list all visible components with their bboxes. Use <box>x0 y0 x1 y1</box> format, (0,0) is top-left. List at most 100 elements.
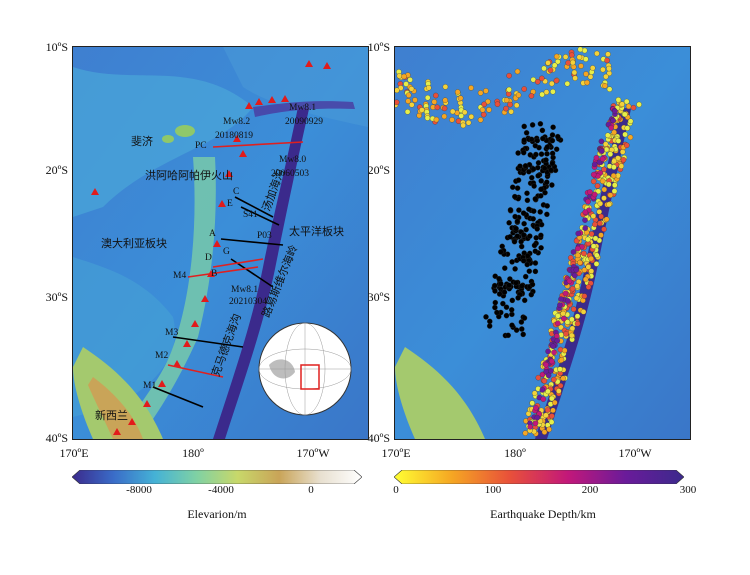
lat-label-30s: 30ºS <box>45 290 68 304</box>
earthquake-dot <box>492 299 499 306</box>
earthquake-dot <box>610 172 617 179</box>
lon-label-180: 180º <box>182 446 204 460</box>
earthquake-dot <box>543 157 549 163</box>
earthquake-dot <box>520 232 527 238</box>
earthquake-dot <box>575 230 581 237</box>
profile-label-a: A <box>209 229 216 239</box>
earthquake-dot <box>557 366 563 372</box>
earthquake-dot <box>607 192 614 198</box>
earthquake-dot <box>506 282 512 288</box>
earthquake-dot <box>425 85 432 91</box>
earthquake-dot <box>405 92 412 98</box>
earthquake-dot <box>585 284 592 290</box>
earthquake-dot <box>526 268 533 274</box>
earthquake-dot <box>515 150 521 156</box>
earthquake-dot <box>607 151 614 157</box>
earthquake-dot <box>524 261 530 268</box>
earthquake-dot <box>404 109 411 115</box>
earthquake-dot <box>539 91 545 98</box>
earthquake-dot <box>395 87 400 94</box>
earthquake-dot <box>524 190 530 196</box>
earthquake-dot <box>550 124 556 130</box>
earthquake-dot <box>583 71 589 77</box>
earthquake-dot <box>502 265 508 271</box>
earthquake-dot <box>537 121 544 127</box>
earthquake-dot <box>622 111 628 118</box>
profile-label-b: B <box>211 269 218 279</box>
earthquake-dot <box>554 333 560 339</box>
elevation-tick-0: -8000 <box>126 484 152 496</box>
earthquake-dot <box>549 132 556 138</box>
earthquake-dot <box>496 275 502 282</box>
earthquake-dot <box>483 314 489 320</box>
earthquake-dot <box>562 54 569 60</box>
seismicity-svg <box>395 47 690 439</box>
event-mag-1: Mw8.1 <box>289 103 317 113</box>
earthquake-dot <box>442 97 448 103</box>
earthquake-dot <box>547 67 554 73</box>
earthquake-dot <box>553 53 560 60</box>
label-hunga: 洪阿哈阿帕伊火山 <box>145 169 233 182</box>
event-date-1: 20090929 <box>285 117 323 127</box>
earthquake-dot <box>513 225 519 232</box>
event-mag-0: Mw8.2 <box>223 117 251 127</box>
earthquake-dot <box>555 313 561 319</box>
earthquake-dot <box>468 113 475 120</box>
earthquake-dot <box>500 300 506 307</box>
earthquake-dot <box>544 407 551 413</box>
earthquake-dot <box>509 297 516 304</box>
event-date-2: 20060503 <box>271 169 309 179</box>
earthquake-dot <box>636 101 642 108</box>
earthquake-dot <box>521 297 528 304</box>
earthquake-dot <box>590 243 597 249</box>
earthquake-dot <box>550 88 556 95</box>
earthquake-dot <box>521 123 527 130</box>
earthquake-dot <box>570 306 577 312</box>
earthquake-dot <box>433 116 440 123</box>
elevation-colorbar <box>72 470 362 484</box>
earthquake-dot <box>551 376 557 383</box>
earthquake-dot <box>591 191 598 198</box>
earthquake-dot <box>571 69 578 76</box>
depth-tick-3: 300 <box>679 484 697 496</box>
earthquake-dot <box>533 151 539 158</box>
depth-colorbar-title: Earthquake Depth/km <box>490 507 596 521</box>
lat-label-40s-right: 40ºS <box>367 431 390 445</box>
earthquake-dot <box>585 236 591 243</box>
earthquake-dot <box>594 252 600 259</box>
earthquake-dot <box>549 358 555 365</box>
earthquake-dot <box>461 109 468 116</box>
earthquake-dot <box>515 177 522 183</box>
earthquake-dot <box>509 184 516 190</box>
earthquake-dot <box>558 324 564 331</box>
earthquake-dot <box>593 155 600 161</box>
earthquake-dot <box>505 332 511 339</box>
earthquake-dot <box>589 65 596 71</box>
earthquake-dot <box>598 232 604 238</box>
earthquake-dot <box>577 259 583 266</box>
earthquake-dot <box>527 424 533 430</box>
earthquake-dot <box>604 57 610 64</box>
earthquake-dot <box>549 413 555 419</box>
earthquake-dot <box>562 290 569 297</box>
earthquake-dot <box>535 173 541 179</box>
earthquake-dot <box>512 193 518 200</box>
earthquake-dot <box>560 375 566 382</box>
earthquake-dot <box>454 89 461 95</box>
earthquake-dot <box>594 50 600 57</box>
earthquake-dot <box>606 65 612 72</box>
earthquake-dot <box>582 209 589 215</box>
earthquake-dot <box>588 231 595 237</box>
profile-label-m2: M2 <box>155 351 169 361</box>
earthquake-dot <box>564 319 571 325</box>
earthquake-dot <box>569 52 575 58</box>
earthquake-dot <box>424 115 431 121</box>
earthquake-dot <box>442 84 449 90</box>
earthquake-dot <box>592 235 599 242</box>
earthquake-dot <box>538 151 545 157</box>
earthquake-dot <box>597 200 604 207</box>
earthquake-dot <box>530 166 537 172</box>
lon-label-170w-right: 170ºW <box>618 446 652 460</box>
earthquake-dot <box>615 97 622 103</box>
earthquake-dot <box>458 113 464 119</box>
